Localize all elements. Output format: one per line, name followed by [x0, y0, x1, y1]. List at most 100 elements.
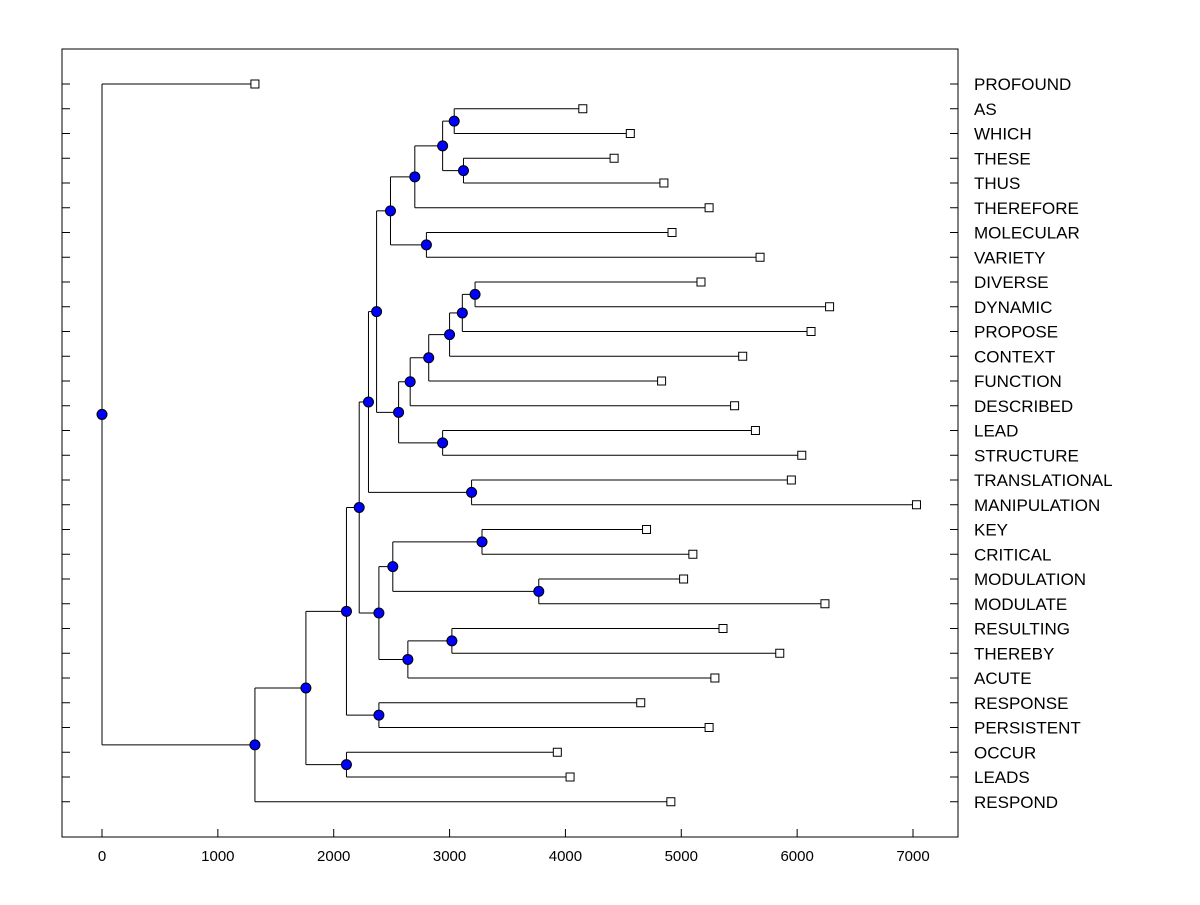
leaf-marker	[718, 624, 728, 633]
merge-node	[457, 165, 469, 177]
leaf-label: LEAD	[974, 422, 1018, 441]
x-tick-label: 0	[98, 848, 106, 865]
leaf-label: FUNCTION	[974, 372, 1062, 391]
merge-node	[446, 635, 458, 647]
leaf-label: STRUCTURE	[974, 446, 1079, 465]
leaf-label: PROFOUND	[974, 75, 1071, 94]
merge-node	[384, 205, 396, 217]
leaf-marker	[806, 327, 816, 336]
leaf-label: MODULATE	[974, 595, 1067, 614]
leaf-label: RESPOND	[974, 793, 1058, 812]
x-tick-label: 2000	[317, 848, 350, 865]
leaf-label: THEREFORE	[974, 199, 1079, 218]
leaf-marker	[609, 153, 619, 163]
x-tick-label: 6000	[780, 848, 813, 865]
merge-node	[340, 605, 352, 617]
leaf-marker	[825, 302, 835, 312]
leaf-label: MOLECULAR	[974, 224, 1080, 243]
merge-node	[393, 406, 405, 418]
leaf-marker	[820, 599, 830, 609]
x-tick-label: 5000	[665, 848, 698, 865]
leaf-label: THEREBY	[974, 644, 1054, 663]
merge-node	[353, 502, 365, 514]
leaf-label: WHICH	[974, 125, 1032, 144]
leaf-marker	[797, 450, 807, 460]
leaf-label: MANIPULATION	[974, 496, 1100, 515]
merge-node	[373, 709, 385, 721]
leaf-marker	[730, 401, 740, 411]
leaf-label: KEY	[974, 521, 1008, 540]
leaf-marker	[750, 426, 760, 435]
merge-node	[444, 329, 456, 341]
leaf-marker	[666, 797, 676, 807]
leaf-label: DYNAMIC	[974, 298, 1052, 317]
merge-node	[420, 239, 432, 251]
merge-node	[249, 739, 261, 751]
x-tick-label: 4000	[549, 848, 582, 865]
x-tick-label: 1000	[201, 848, 234, 865]
leaf-label: MODULATION	[974, 570, 1086, 589]
x-tick-label: 3000	[433, 848, 466, 865]
merge-node	[469, 288, 481, 300]
leaf-marker	[775, 648, 785, 658]
tick-group: 0 1000 2000 3000 4000 5000 6000 7000	[62, 83, 958, 865]
leaf-marker	[704, 203, 714, 213]
leaf-label: TRANSLATIONAL	[974, 471, 1113, 490]
leaf-marker	[755, 252, 765, 262]
leaf-label: CONTEXT	[974, 347, 1055, 366]
leaf-marker	[250, 79, 260, 89]
leaf-marker	[625, 129, 635, 138]
leaf-marker	[657, 376, 667, 386]
leaf-marker	[738, 351, 748, 361]
label-group: PROFOUND AS WHICH THESE THUS THEREFORE MOLECUL…	[974, 75, 1113, 812]
merge-node	[533, 585, 545, 597]
merge-node	[437, 437, 449, 449]
leaf-label: VARIETY	[974, 248, 1045, 267]
merge-node	[362, 396, 374, 408]
leaf-marker	[667, 228, 677, 237]
merge-node	[340, 759, 352, 771]
leaf-marker	[636, 698, 646, 708]
plot-frame	[61, 48, 959, 838]
merge-node	[96, 408, 108, 420]
leaf-label: DIVERSE	[974, 273, 1049, 292]
leaf-marker	[659, 178, 669, 188]
leaf-marker	[704, 723, 714, 732]
leaf-label: THUS	[974, 174, 1020, 193]
merge-node	[402, 653, 414, 665]
merge-node	[409, 171, 421, 183]
leaf-marker	[696, 277, 706, 287]
leaf-label: PROPOSE	[974, 323, 1058, 342]
leaf-marker	[578, 104, 588, 114]
merge-node	[300, 682, 312, 694]
merge-node	[437, 140, 449, 152]
leaf-label: ACUTE	[974, 669, 1032, 688]
leaf-label: DESCRIBED	[974, 397, 1073, 416]
node-group	[96, 115, 545, 771]
leaf-label: LEADS	[974, 768, 1030, 787]
leaf-group	[250, 79, 921, 807]
leaf-label: OCCUR	[974, 743, 1036, 762]
merge-node	[373, 607, 385, 619]
leaf-marker	[786, 475, 796, 485]
leaf-marker	[710, 673, 720, 683]
merge-node	[448, 115, 460, 127]
merge-node	[476, 536, 488, 548]
leaf-label: CRITICAL	[974, 545, 1051, 564]
merge-node	[404, 376, 416, 388]
leaf-label: AS	[974, 100, 997, 119]
leaf-marker	[552, 747, 562, 757]
leaf-label: THESE	[974, 149, 1031, 168]
leaf-label: PERSISTENT	[974, 719, 1081, 738]
leaf-label: RESPONSE	[974, 694, 1068, 713]
merge-node	[466, 486, 478, 498]
leaf-marker	[688, 549, 698, 559]
leaf-marker	[642, 525, 652, 534]
leaf-marker	[565, 772, 575, 782]
branch-group	[101, 83, 917, 803]
merge-node	[371, 306, 383, 318]
leaf-marker	[911, 500, 921, 510]
leaf-marker	[679, 574, 689, 584]
